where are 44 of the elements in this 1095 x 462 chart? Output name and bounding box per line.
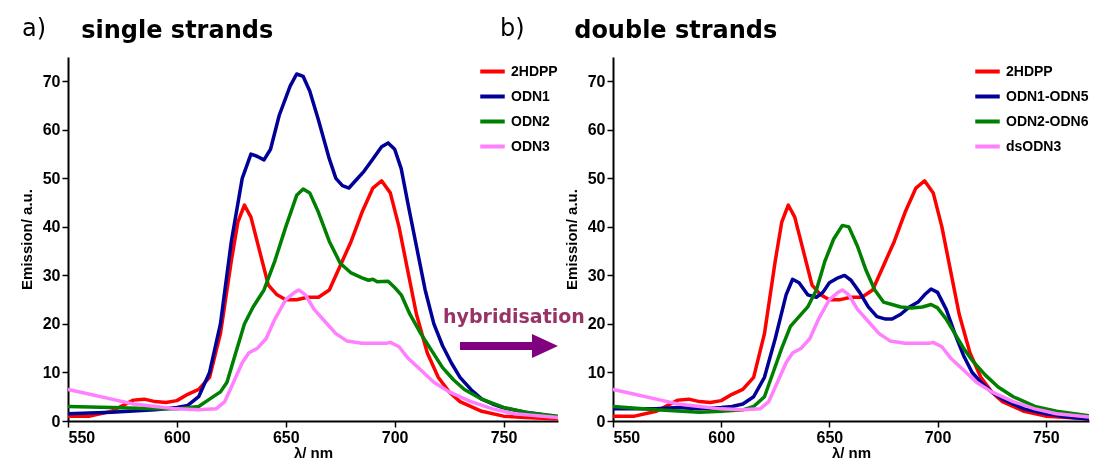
y-tick-label: 30 xyxy=(42,266,61,284)
annotation: hybridisation xyxy=(443,305,585,327)
y-axis-title: Emission/ a.u. xyxy=(17,189,35,290)
y-tick-label: 50 xyxy=(587,169,606,187)
x-axis-title: λ/ nm xyxy=(831,443,872,461)
x-tick-label: 700 xyxy=(381,428,409,446)
y-tick-label: 40 xyxy=(42,218,61,236)
x-tick-label: 600 xyxy=(708,428,736,446)
x-axis-title: λ/ nm xyxy=(293,443,334,461)
y-tick-label: 10 xyxy=(587,363,606,381)
y-tick-label: 50 xyxy=(42,169,61,187)
chart-title: double strands xyxy=(574,16,778,44)
y-tick-label: 20 xyxy=(587,315,606,333)
y-tick-label: 70 xyxy=(587,72,606,90)
chart-title: single strands xyxy=(81,16,274,44)
y-axis-title: Emission/ a.u. xyxy=(562,189,580,290)
y-tick-label: 60 xyxy=(42,121,61,139)
x-tick-label: 750 xyxy=(1032,428,1060,446)
text: b) xyxy=(500,14,525,42)
y-tick-label: 20 xyxy=(42,315,61,333)
y-tick-label: 0 xyxy=(51,412,61,430)
line-series xyxy=(613,223,1089,418)
text: a) xyxy=(22,14,47,42)
y-tick-label: 70 xyxy=(42,72,61,90)
legend-label: 2HDPP xyxy=(1006,62,1053,79)
legend-label: ODN2-ODN6 xyxy=(1006,112,1089,129)
y-tick-label: 10 xyxy=(42,363,61,381)
legend-label: ODN3 xyxy=(511,137,551,154)
x-tick-label: 550 xyxy=(613,428,641,446)
y-tick-label: 30 xyxy=(587,266,606,284)
legend-label: ODN1 xyxy=(511,87,551,104)
legend-label: 2HDPP xyxy=(511,62,558,79)
x-tick-label: 750 xyxy=(490,428,518,446)
x-tick-label: 550 xyxy=(68,428,96,446)
legend-label: ODN1-ODN5 xyxy=(1006,87,1089,104)
x-tick-label: 650 xyxy=(816,428,844,446)
x-tick-label: 650 xyxy=(272,428,300,446)
y-tick-label: 0 xyxy=(596,412,606,430)
legend-label: dsODN3 xyxy=(1006,137,1062,154)
legend-label: ODN2 xyxy=(511,112,551,129)
y-tick-label: 40 xyxy=(587,218,606,236)
x-tick-label: 600 xyxy=(164,428,191,446)
x-tick-label: 700 xyxy=(924,428,952,446)
y-tick-label: 60 xyxy=(587,121,606,139)
